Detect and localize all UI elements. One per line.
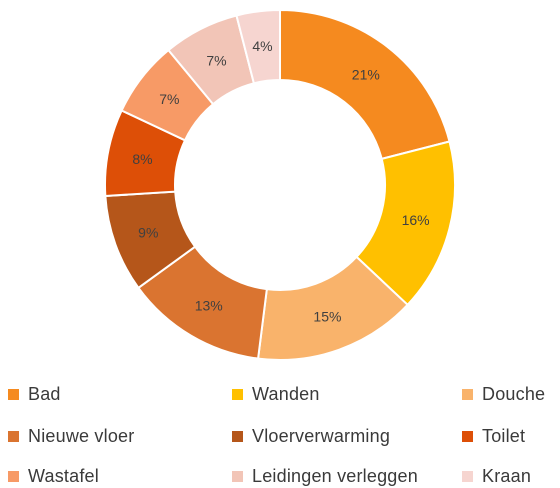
legend-swatch (232, 388, 243, 400)
legend-label: Bad (28, 383, 61, 404)
legend-label: Wanden (252, 383, 320, 404)
legend-item-bad: Bad (8, 382, 61, 406)
legend-swatch (462, 470, 473, 482)
legend-label: Leidingen verleggen (252, 465, 418, 486)
legend-label: Wastafel (28, 465, 99, 486)
data-label-douche: 15% (313, 309, 341, 325)
data-label-leidingen-verleggen: 7% (206, 52, 226, 68)
legend-swatch (232, 470, 243, 482)
legend-label: Kraan (482, 465, 532, 486)
legend-item-kraan: Kraan (462, 464, 531, 488)
legend-label: Toilet (482, 425, 526, 446)
data-label-wanden: 16% (402, 212, 430, 228)
legend-swatch (462, 430, 473, 442)
data-label-wastafel: 7% (159, 91, 179, 107)
data-label-toilet: 8% (132, 151, 152, 167)
data-label-bad: 21% (352, 66, 380, 82)
legend-label: Vloerverwarming (252, 425, 391, 446)
legend-label: Douche (482, 383, 546, 404)
legend-item-toilet: Toilet (462, 424, 525, 448)
chart-legend: Bad Wanden Douche Nieuwe vloer Vloerverwarmi… (0, 380, 560, 486)
legend-item-leidingen-verleggen: Leidingen verleggen (232, 464, 418, 488)
legend-swatch (8, 430, 19, 442)
legend-item-wanden: Wanden (232, 382, 320, 406)
donut-chart: 21% 16% 15% 13% 9% 8% 7% 7% 4% (104, 8, 456, 361)
legend-swatch (232, 430, 243, 442)
legend-swatch (8, 388, 19, 400)
slice-bad (279, 8, 451, 161)
slices-group (104, 8, 456, 361)
data-label-nieuwe-vloer: 13% (195, 298, 223, 314)
legend-swatch (8, 470, 19, 482)
legend-swatch (462, 388, 473, 400)
legend-label: Nieuwe vloer (28, 425, 135, 446)
legend-item-vloerverwarming: Vloerverwarming (232, 424, 390, 448)
legend-item-wastafel: Wastafel (8, 464, 99, 488)
legend-item-nieuwe-vloer: Nieuwe vloer (8, 424, 134, 448)
data-label-vloerverwarming: 9% (138, 224, 158, 240)
legend-item-douche: Douche (462, 382, 545, 406)
percent-labels-group: 21% 16% 15% 13% 9% 8% 7% 7% 4% (132, 38, 429, 325)
slice-kraan (235, 8, 281, 85)
data-label-kraan: 4% (252, 38, 272, 54)
